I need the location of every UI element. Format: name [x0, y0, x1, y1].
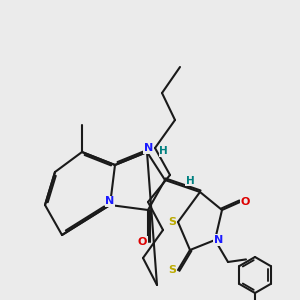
Text: S: S [168, 217, 176, 227]
Text: N: N [214, 235, 223, 245]
Text: H: H [159, 146, 168, 156]
Text: S: S [168, 265, 176, 275]
Text: H: H [186, 176, 194, 186]
Text: N: N [144, 143, 153, 153]
Text: N: N [105, 196, 115, 206]
Text: O: O [241, 197, 250, 207]
Text: O: O [138, 237, 147, 247]
